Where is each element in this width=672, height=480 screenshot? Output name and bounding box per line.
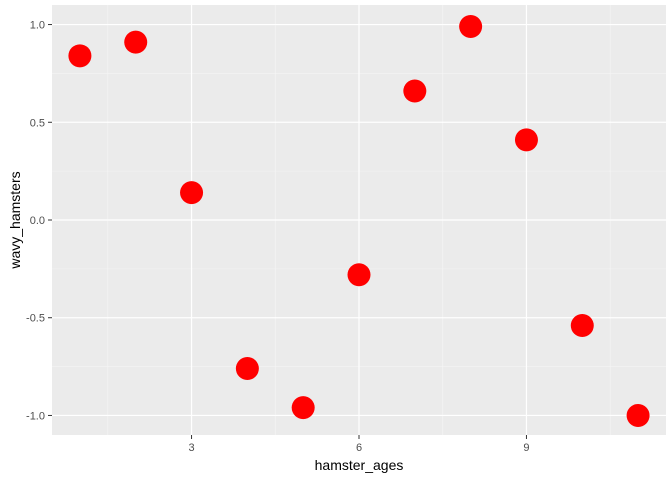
data-point xyxy=(124,30,148,54)
y-tick-label: 0.0 xyxy=(30,215,45,227)
y-axis: -1.0 -0.5 0.0 0.5 1.0 xyxy=(26,20,52,422)
x-tick-label: 3 xyxy=(188,442,194,454)
data-point xyxy=(291,396,315,420)
data-point xyxy=(514,128,538,152)
y-tick-label: 0.5 xyxy=(30,117,45,129)
x-tick-label: 6 xyxy=(356,442,362,454)
x-axis: 3 6 9 xyxy=(188,435,530,454)
data-point xyxy=(235,357,259,381)
x-axis-title: hamster_ages xyxy=(315,457,404,473)
data-point xyxy=(180,181,204,205)
data-point xyxy=(570,314,594,338)
data-point xyxy=(68,44,92,68)
y-tick-label: 1.0 xyxy=(30,20,45,32)
x-tick-label: 9 xyxy=(523,442,529,454)
y-tick-label: -1.0 xyxy=(26,410,45,422)
y-axis-title: wavy_hamsters xyxy=(7,171,23,269)
data-points xyxy=(68,15,650,427)
data-point xyxy=(403,79,427,103)
grid-major xyxy=(52,5,666,435)
data-point xyxy=(347,263,371,287)
data-point xyxy=(459,15,483,38)
y-tick-label: -0.5 xyxy=(26,313,45,325)
data-point xyxy=(626,403,650,427)
